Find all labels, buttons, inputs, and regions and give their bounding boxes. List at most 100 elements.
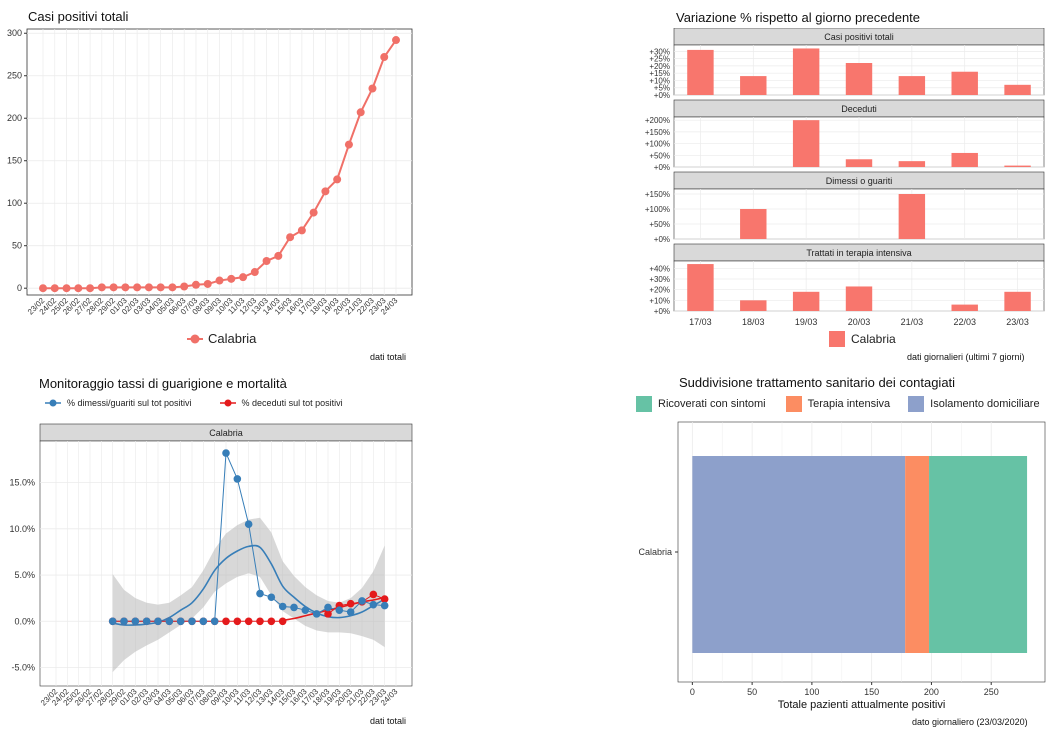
- x-tick-label: 20/03: [848, 317, 871, 327]
- data-point: [262, 257, 271, 266]
- y-tick-label: +15%: [649, 69, 670, 78]
- y-tick-label: +20%: [649, 62, 670, 71]
- data-point: [380, 53, 389, 62]
- y-tick-label: +0%: [654, 235, 670, 244]
- data-point-dimessi: [108, 617, 117, 626]
- x-axis-label: Totale pazienti attualmente positivi: [778, 699, 946, 711]
- legend-label-terapia: Terapia intensiva: [807, 398, 891, 410]
- y-tick-label: +20%: [649, 286, 670, 295]
- facet-label: Casi positivi totali: [824, 32, 894, 42]
- y-tick-label: +30%: [649, 47, 670, 56]
- trattamento-chart: 0 50 100 150 200 250 Calabria Totale pazienti a…: [638, 421, 1046, 711]
- bar: [792, 291, 820, 311]
- legend-marker-dimessi: [45, 399, 61, 407]
- data-point: [356, 108, 365, 117]
- y-tick-label: +10%: [649, 296, 670, 305]
- y-tick-label: +200%: [645, 116, 670, 125]
- data-point: [203, 279, 212, 288]
- data-point-dimessi: [199, 617, 208, 626]
- y-tick-label: +10%: [649, 76, 670, 85]
- bar: [951, 71, 978, 95]
- legend-swatch-terapia: [785, 396, 802, 412]
- facet-label: Deceduti: [841, 104, 877, 114]
- trattamento-title: Suddivisione trattamento sanitario dei c…: [679, 375, 956, 390]
- x-tick-label: 100: [804, 687, 819, 697]
- data-point: [344, 140, 353, 149]
- bar: [845, 63, 873, 95]
- bar: [687, 264, 714, 311]
- y-tick-label: +25%: [649, 55, 670, 64]
- data-point: [50, 284, 59, 293]
- data-point-dimessi: [256, 589, 264, 598]
- legend-marker-calabria: [187, 334, 203, 343]
- data-point: [74, 284, 83, 293]
- x-tick-label: 0: [690, 687, 695, 697]
- data-point: [121, 283, 130, 292]
- bar: [951, 152, 978, 167]
- trattamento-note: dato giornaliero (23/03/2020): [912, 717, 1028, 727]
- data-point: [321, 187, 330, 196]
- bar: [740, 209, 767, 239]
- data-point-deceduti: [233, 617, 242, 626]
- y-tick-label: 50: [12, 241, 22, 251]
- data-point: [250, 268, 259, 277]
- y-tick-label: +0%: [654, 163, 670, 172]
- data-point-deceduti: [324, 610, 332, 618]
- data-point: [286, 233, 295, 242]
- facet-label: Dimessi o guariti: [826, 176, 893, 186]
- data-point: [97, 283, 106, 292]
- y-tick-label: 5.0%: [14, 570, 35, 580]
- data-point-deceduti: [222, 617, 230, 626]
- y-tick-label: +5%: [654, 84, 670, 93]
- y-tick-label: +0%: [654, 307, 670, 316]
- y-tick-label: 10.0%: [9, 524, 35, 534]
- y-tick-label: +30%: [649, 275, 670, 284]
- x-tick-label: 22/03: [953, 317, 976, 327]
- y-tick-label: +0%: [654, 91, 670, 100]
- legend-label-variazione: Calabria: [851, 332, 896, 346]
- data-point-deceduti: [244, 617, 253, 626]
- x-tick-label: 50: [747, 687, 757, 697]
- data-point: [392, 36, 400, 45]
- data-point-dimessi: [335, 606, 344, 614]
- data-point: [297, 226, 306, 235]
- data-point-dimessi: [369, 600, 378, 609]
- x-tick-label: 18/03: [742, 317, 765, 327]
- data-point-dimessi: [131, 617, 140, 626]
- data-point-dimessi: [380, 601, 389, 610]
- casi-totali-chart: 05010015020025030023/0224/0225/0226/0227…: [7, 28, 413, 317]
- data-point-dimessi: [244, 520, 253, 529]
- data-point-dimessi: [176, 617, 185, 626]
- bar: [845, 159, 873, 167]
- confidence-ribbon: [112, 517, 385, 673]
- bar: [898, 161, 926, 167]
- data-point-dimessi: [358, 597, 366, 605]
- data-point-dimessi: [312, 610, 321, 618]
- bar: [1004, 165, 1031, 167]
- x-tick-label: 250: [984, 687, 999, 697]
- data-point: [39, 284, 47, 293]
- y-tick-label: 200: [7, 113, 22, 123]
- variazione-legend: Calabria: [829, 331, 896, 347]
- data-point: [156, 283, 165, 292]
- data-point: [109, 283, 118, 292]
- legend-label-ricoverati: Ricoverati con sintomi: [658, 398, 766, 410]
- legend-label-calabria: Calabria: [208, 331, 257, 346]
- y-tick-label: +50%: [649, 220, 670, 229]
- data-point: [333, 175, 342, 184]
- x-tick-label: 17/03: [689, 317, 712, 327]
- data-point-dimessi: [278, 602, 287, 611]
- data-point: [274, 251, 283, 260]
- bar: [740, 300, 767, 311]
- data-point-dimessi: [165, 617, 174, 626]
- data-point-dimessi: [142, 617, 151, 626]
- y-tick-label: Calabria: [638, 547, 672, 557]
- x-tick-label: 21/03: [901, 317, 924, 327]
- legend-label-isolamento: Isolamento domiciliare: [930, 398, 1040, 410]
- y-tick-label: 15.0%: [9, 478, 35, 488]
- bar: [898, 76, 926, 95]
- bar: [845, 286, 873, 311]
- legend-swatch-isolamento: [908, 396, 925, 412]
- tassi-title: Monitoraggio tassi di guarigione e morta…: [39, 376, 287, 391]
- data-point: [368, 84, 377, 93]
